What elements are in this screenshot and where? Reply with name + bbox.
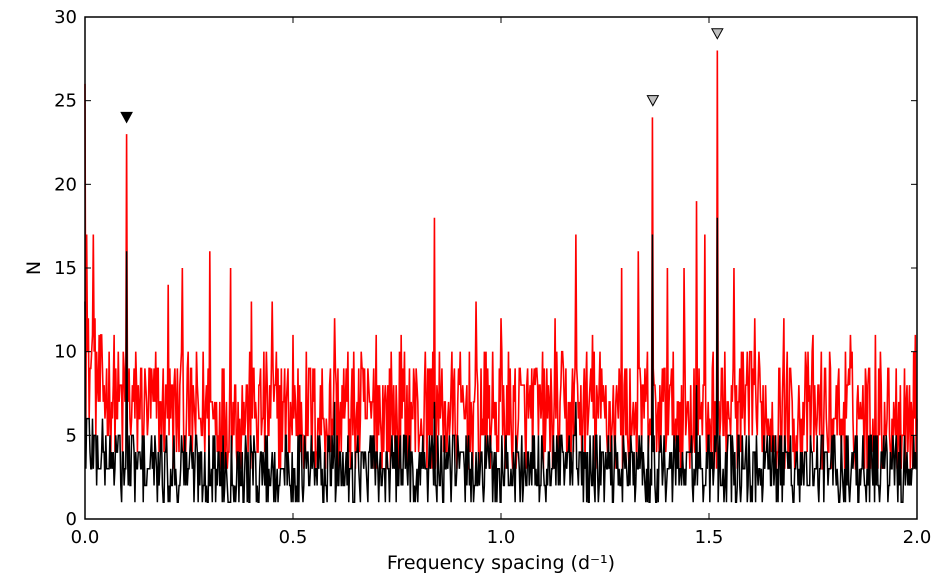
marker-layer: [120, 28, 724, 124]
y-tick-label: 0: [66, 509, 77, 530]
series-red-line: [84, 50, 918, 470]
series-layer: [84, 50, 918, 504]
series-black-line: [84, 217, 917, 504]
x-axis-label: Frequency spacing (d⁻¹): [387, 552, 615, 574]
y-axis-label: N: [23, 261, 45, 275]
peak-marker-1: [120, 111, 133, 124]
tick-layer: 0.0 0.5 1.0 1.5 2.0 0 5 10 15 20 25 30: [54, 7, 931, 548]
y-tick-label: 5: [66, 425, 77, 446]
x-tick-label: 1.5: [695, 527, 724, 548]
x-tick-label: 2.0: [903, 527, 932, 548]
x-tick-label: 0.5: [279, 527, 308, 548]
x-tick-label: 1.0: [487, 527, 516, 548]
y-tick-label: 25: [54, 91, 77, 112]
peak-marker-2: [646, 95, 660, 107]
y-tick-label: 10: [54, 342, 77, 363]
x-tick-label: 0.0: [71, 527, 100, 548]
y-tick-label: 30: [54, 7, 77, 28]
peak-marker-3: [710, 28, 724, 40]
y-tick-label: 15: [54, 258, 77, 279]
y-tick-label: 20: [54, 174, 77, 195]
